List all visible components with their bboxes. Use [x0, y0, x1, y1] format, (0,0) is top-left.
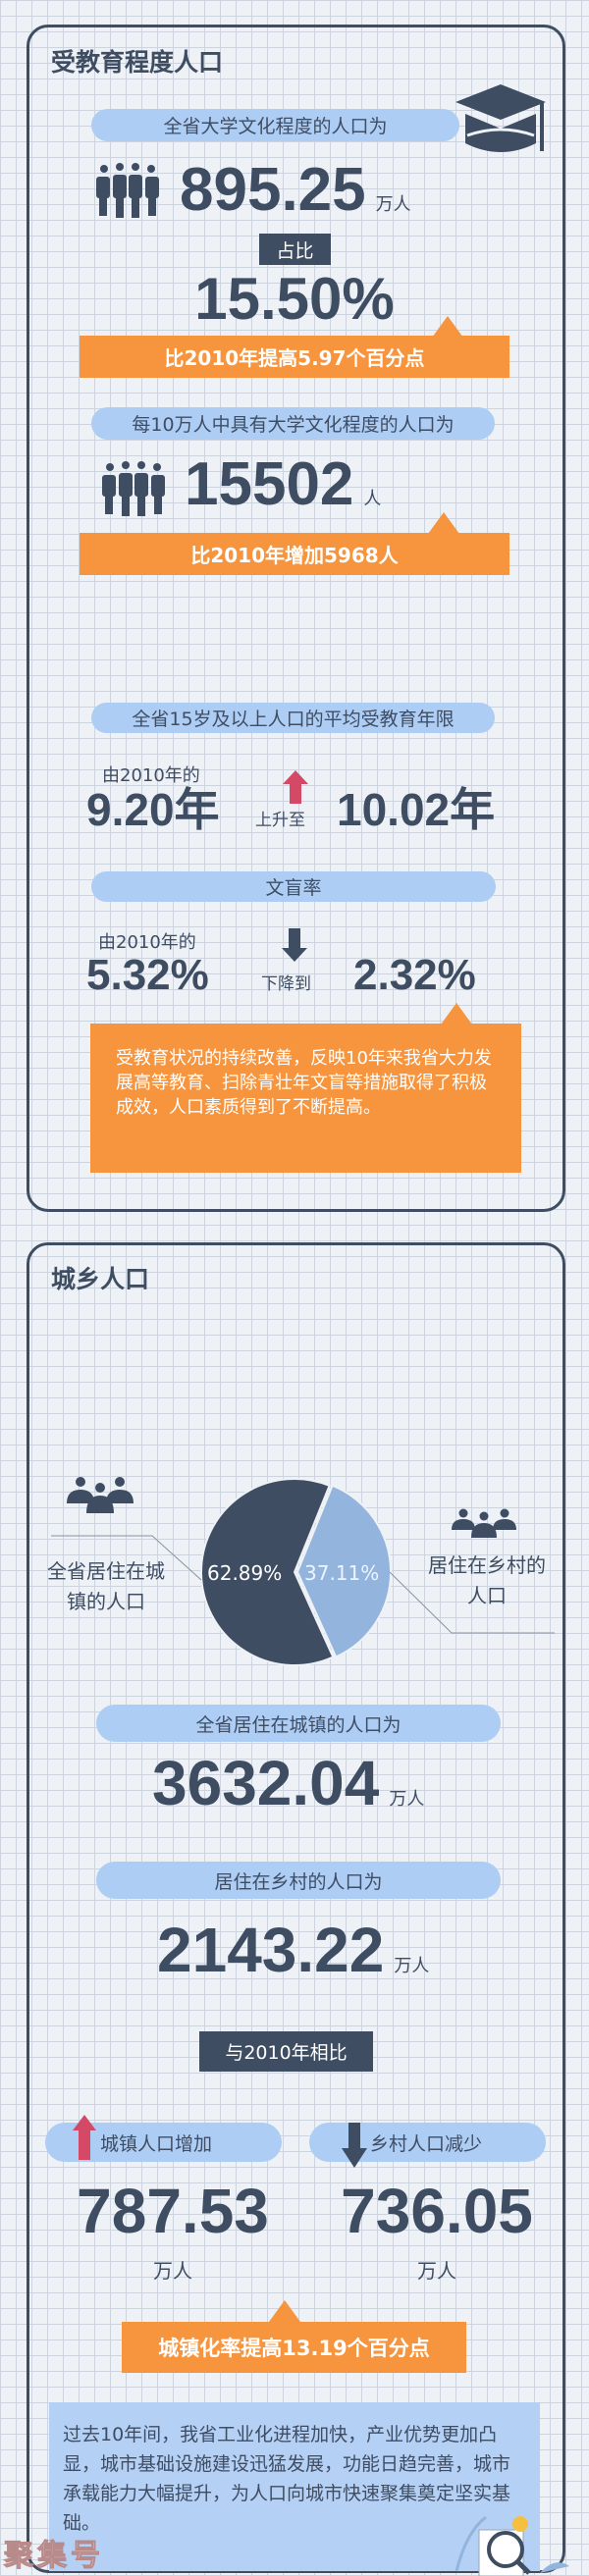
urban-population-label-pill: 全省居住在城镇的人口为: [96, 1705, 501, 1742]
years-label-pill: 全省15岁及以上人口的平均受教育年限: [91, 703, 495, 733]
urban-population-row: 3632.04 万人: [152, 1748, 425, 1818]
arrow-down-icon: [342, 2123, 367, 2168]
watermark-logo: 聚集号: [4, 2539, 104, 2573]
college-population-unit: 万人: [375, 194, 411, 215]
college-population-value: 895.25: [180, 156, 366, 224]
callout-notch: [432, 316, 463, 338]
education-summary-box: [90, 1024, 521, 1173]
pie-label-rural: 37.11%: [304, 1561, 380, 1585]
college-label-pill: 全省大学文化程度的人口为: [91, 109, 459, 141]
per100k-change-banner: 比2010年增加5968人: [80, 533, 509, 575]
arrow-up-icon: [73, 2115, 96, 2160]
college-share-row: 15.50%: [0, 267, 589, 332]
rural-leader-line: [389, 1571, 555, 1634]
pie-slice-rural: [295, 1484, 392, 1658]
education-summary-text: 受教育状况的持续改善，反映10年来我省大力发展高等教育、扫除青壮年文盲等措施取得…: [116, 1048, 492, 1118]
urban-summary-text: 过去10年间，我省工业化进程加快，产业优势更加凸显，城市基础设施建设迅猛发展，功…: [63, 2424, 511, 2534]
magnifier-illustration-icon: [455, 2515, 569, 2576]
rural-population-row: 2143.22 万人: [157, 1915, 430, 1985]
years-from-value: 9.20年: [86, 784, 220, 835]
urban-leader-line: [51, 1535, 202, 1581]
arrow-up-icon: [283, 770, 308, 804]
people-group-icon: [102, 461, 165, 516]
compare-label-box: 与2010年相比: [199, 2031, 373, 2072]
urban-summary-box: [49, 2402, 540, 2571]
urban-increase-value: 787.53: [77, 2176, 269, 2246]
illiteracy-to-value: 2.32%: [353, 951, 476, 999]
years-to-value: 10.02年: [337, 784, 496, 835]
urban-population-unit: 万人: [389, 1789, 425, 1810]
illiteracy-row: 5.32% 下降到 2.32%: [86, 951, 528, 999]
urban-population-value: 3632.04: [152, 1748, 380, 1818]
illiteracy-from-value: 5.32%: [86, 951, 209, 999]
illiteracy-verb: 下降到: [261, 974, 311, 994]
share-label-box: 占比: [259, 234, 331, 265]
urban-increase-row: 787.53: [45, 2176, 300, 2246]
college-population-row: 895.25 万人: [180, 156, 411, 224]
rural-population-label-pill: 居住在乡村的人口为: [96, 1862, 501, 1899]
rural-population-value: 2143.22: [157, 1915, 385, 1985]
arrow-down-icon: [282, 928, 307, 962]
urban-rural-card: [27, 1242, 565, 2573]
urban-legend-label: 全省居住在城镇的人口: [47, 1559, 165, 1613]
years-verb: 上升至: [255, 811, 305, 830]
share-change-banner: 比2010年提高5.97个百分点: [80, 336, 509, 378]
people-group-icon: [67, 1477, 134, 1513]
pie-slice-urban: [200, 1478, 335, 1666]
people-group-icon: [96, 163, 159, 218]
rural-decrease-row: 736.05: [309, 2176, 564, 2246]
illiteracy-from-label: 由2010年的: [98, 932, 196, 953]
urban-rural-title: 城乡人口: [51, 1265, 150, 1293]
years-from-label: 由2010年的: [102, 765, 200, 786]
per100k-value: 15502: [185, 450, 354, 518]
callout-notch: [441, 1003, 472, 1025]
urban-increase-label: 城镇人口增加: [100, 2132, 213, 2155]
urbanization-change-banner: 城镇化率提高13.19个百分点: [122, 2322, 466, 2373]
education-card: [27, 25, 565, 1212]
college-share-value: 15.50%: [194, 266, 395, 332]
education-title: 受教育程度人口: [51, 48, 224, 77]
rural-decrease-unit: 万人: [417, 2259, 456, 2283]
callout-notch: [428, 512, 459, 534]
illiteracy-label-pill: 文盲率: [91, 871, 496, 902]
rural-decrease-label: 乡村人口减少: [370, 2132, 483, 2155]
per100k-row: 15502 人: [185, 450, 382, 518]
rural-legend-label: 居住在乡村的人口: [428, 1553, 546, 1607]
years-row: 9.20年 上升至 10.02年: [86, 785, 528, 835]
people-group-icon: [452, 1508, 516, 1538]
per100k-unit: 人: [363, 489, 382, 509]
rural-population-unit: 万人: [394, 1956, 430, 1976]
per100k-label-pill: 每10万人中具有大学文化程度的人口为: [91, 407, 495, 440]
urban-rural-pie-chart: [51, 1478, 555, 1666]
graduation-cap-icon: [455, 84, 546, 152]
callout-notch: [269, 2300, 300, 2322]
pie-label-urban: 62.89%: [207, 1561, 283, 1585]
rural-decrease-value: 736.05: [341, 2176, 533, 2246]
urban-increase-unit: 万人: [153, 2259, 192, 2283]
